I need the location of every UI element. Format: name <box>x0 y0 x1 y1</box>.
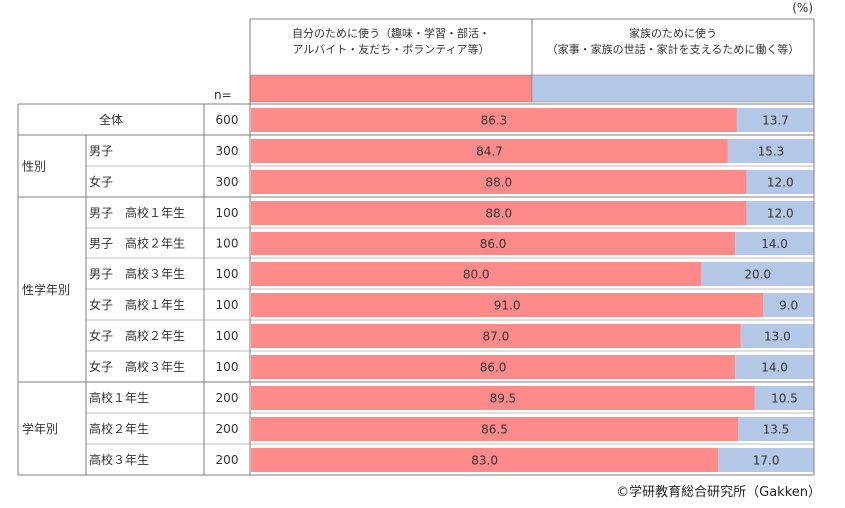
n-value: 100 <box>216 360 239 374</box>
bar-value-label: 17.0 <box>753 454 780 468</box>
n-value: 200 <box>216 453 239 467</box>
n-value: 100 <box>216 206 239 220</box>
n-value: 300 <box>216 175 239 189</box>
n-value: 200 <box>216 422 239 436</box>
bar-segment-family <box>718 448 814 472</box>
bar-segment-family <box>727 139 814 163</box>
bar-value-label: 13.0 <box>764 330 791 344</box>
legend-self: 自分のために使う（趣味・学習・部活・ アルバイト・友だち・ボランティア等） <box>250 26 532 70</box>
bar-value-label: 9.0 <box>779 299 798 313</box>
bar-segment-self <box>251 355 736 379</box>
category-label: 高校１年生 <box>89 390 149 405</box>
bar-value-label: 10.5 <box>771 392 798 406</box>
unit-label: (%) <box>792 1 813 15</box>
bar-segment-self <box>251 170 747 194</box>
bar-value-label: 14.0 <box>761 361 788 375</box>
n-value: 100 <box>216 329 239 343</box>
n-value: 300 <box>216 144 239 158</box>
legend-family: 家族のために使う （家事・家族の世話・家計を支えるために働く等） <box>532 26 814 70</box>
category-label: 高校２年生 <box>89 421 149 436</box>
category-label: 男子 <box>89 144 113 158</box>
bar-segment-family <box>746 170 814 194</box>
bar-segment-self <box>251 386 755 410</box>
bar-segment-self <box>251 232 736 255</box>
bar-value-label: 13.7 <box>762 114 789 128</box>
category-label: 高校３年生 <box>89 452 149 467</box>
group-label: 性学年別 <box>22 282 70 297</box>
category-label: 全体 <box>99 112 123 127</box>
category-label: 男子 高校３年生 <box>89 266 185 281</box>
bar-value-label: 86.0 <box>480 237 507 251</box>
bar-segment-family <box>740 324 814 348</box>
bar-value-label: 83.0 <box>471 454 498 468</box>
bar-value-label: 20.0 <box>744 268 771 282</box>
legend-self-line-2: アルバイト・友だち・ボランティア等） <box>292 43 490 56</box>
n-value: 100 <box>216 298 239 312</box>
legend-swatch-family <box>531 74 815 103</box>
category-label: 女子 高校１年生 <box>89 297 185 312</box>
n-header: n= <box>214 88 232 102</box>
n-value: 600 <box>216 113 239 127</box>
bar-segment-self <box>251 262 702 286</box>
category-label: 女子 <box>89 174 113 189</box>
category-label: 男子 高校２年生 <box>89 236 185 251</box>
bar-segment-self <box>251 293 764 317</box>
bar-segment-family <box>735 232 814 255</box>
category-label: 女子 高校３年生 <box>89 359 185 374</box>
group-label: 学年別 <box>22 421 58 436</box>
bar-value-label: 88.0 <box>485 176 512 190</box>
n-value: 200 <box>216 391 239 405</box>
bar-value-label: 86.0 <box>480 361 507 375</box>
n-value: 100 <box>216 237 239 251</box>
group-label: 性別 <box>22 160 46 174</box>
bar-value-label: 86.3 <box>481 114 508 128</box>
bar-segment-family <box>763 293 814 317</box>
bar-value-label: 12.0 <box>767 207 794 221</box>
legend-family-line-1: 家族のために使う <box>629 27 717 40</box>
bar-segment-self <box>251 139 728 163</box>
bar-segment-self <box>251 417 738 441</box>
bar-segment-family <box>746 201 814 225</box>
bar-value-label: 89.5 <box>490 392 517 406</box>
bar-value-label: 91.0 <box>494 299 521 313</box>
bar-segment-family <box>737 417 814 441</box>
bar-segment-self <box>251 108 737 132</box>
legend-self-line-1: 自分のために使う（趣味・学習・部活・ <box>292 27 490 40</box>
legend-swatch-self <box>249 74 533 103</box>
bar-value-label: 86.5 <box>481 423 508 437</box>
category-label: 女子 高校２年生 <box>89 328 185 343</box>
bar-value-label: 14.0 <box>761 237 788 251</box>
bar-segment-family <box>735 355 814 379</box>
bar-value-label: 12.0 <box>767 176 794 190</box>
bar-segment-self <box>251 324 741 348</box>
category-label: 男子 高校１年生 <box>89 205 185 220</box>
copyright-credit: ©学研教育総合研究所（Gakken） <box>616 485 821 500</box>
bar-segment-family <box>701 262 814 286</box>
n-value: 100 <box>216 267 239 281</box>
bar-value-label: 88.0 <box>485 207 512 221</box>
bar-value-label: 13.5 <box>763 423 790 437</box>
bar-segment-self <box>251 448 719 472</box>
bar-value-label: 15.3 <box>758 145 785 159</box>
bar-value-label: 80.0 <box>463 268 490 282</box>
legend-family-line-2: （家事・家族の世話・家計を支えるために働く等） <box>546 43 800 56</box>
bar-segment-self <box>251 201 747 225</box>
bar-value-label: 87.0 <box>483 330 510 344</box>
bar-segment-family <box>754 386 814 410</box>
bar-segment-family <box>736 108 814 132</box>
bar-value-label: 84.7 <box>476 145 503 159</box>
